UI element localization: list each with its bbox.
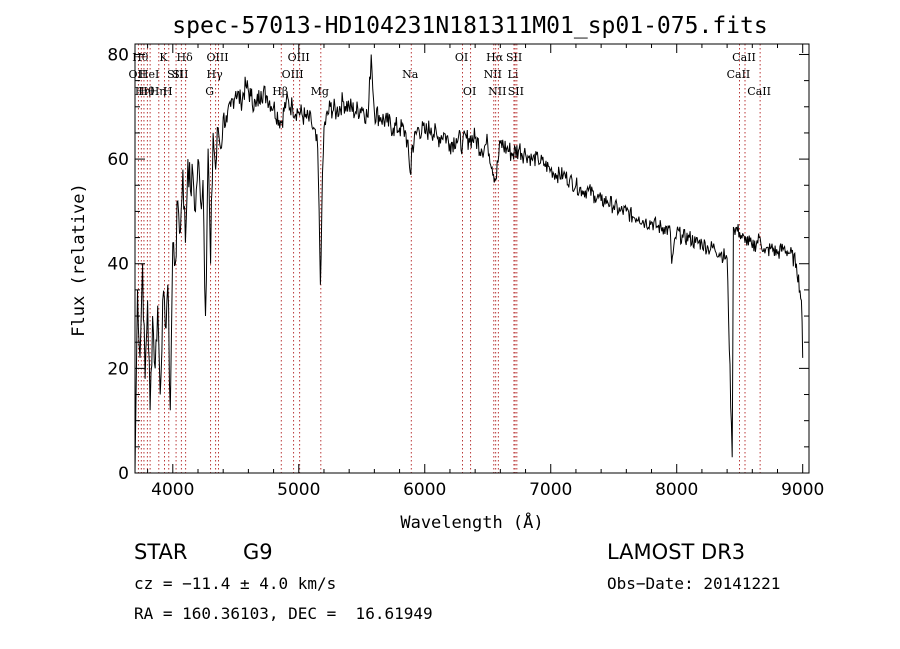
object-class: STAR [134,540,188,564]
spectral-line-label: Hθ [138,85,155,98]
spectral-line-label: OIII [288,51,310,64]
y-axis-label: Flux (relative) [69,183,89,337]
spectral-line-label: Hβ [272,85,288,98]
axis-ticks: 4000 5000 6000 7000 8000 9000 0 20 40 60 80 [107,44,824,500]
x-tick-label: 6000 [403,480,446,500]
spectral-line-label: SII [508,85,524,98]
y-tick-label: 20 [107,359,129,379]
y-tick-label: 0 [118,464,129,484]
x-tick-label: 8000 [655,480,698,500]
spectral-line-label: CaII [732,51,756,64]
y-tick-label: 40 [107,255,129,275]
spectral-line-label: CaII [747,85,771,98]
spectral-line-markers: OIIHθHηHθHeIHηKHSIISIIHδGHγOIIIHβOIIIOII… [129,44,771,473]
spectral-line-label: Hδ [177,51,194,64]
spectral-line-label: G [205,85,214,98]
x-tick-label: 5000 [277,480,320,500]
spectral-line-label: Mg [311,85,329,98]
spectral-line-label: NII [488,85,506,98]
spectral-line-label: OIII [206,51,228,64]
object-subclass: G9 [243,540,273,564]
y-tick-label: 80 [107,45,129,65]
spectral-line-label: SII [172,68,188,81]
spectral-line-label: SII [167,68,183,81]
spectral-line-label: NII [484,68,502,81]
chart-title: spec-57013-HD104231N181311M01_sp01-075.f… [172,13,767,39]
coordinates-ra-dec: RA = 160.36103, DEC = 16.61949 [134,604,433,623]
spectral-line-label: OI [463,85,476,98]
spectrum-series [134,54,804,474]
y-tick-label: 60 [107,150,129,170]
spectral-line-label: HeI [139,68,159,81]
x-tick-label: 7000 [529,480,572,500]
spectral-line-label: H [163,85,173,98]
survey-name: LAMOST DR3 [607,540,746,564]
spectral-line-label: OI [455,51,468,64]
spectral-line-label: Na [402,68,419,81]
spectral-line-label: Hγ [207,68,224,81]
spectral-line-label: Hη [150,85,166,98]
spectral-line-label: Li [508,68,519,81]
spectral-line-label: Hα [486,51,504,64]
x-tick-label: 4000 [151,480,194,500]
spectral-line-label: CaII [727,68,751,81]
spectral-line-label: OIII [282,68,304,81]
observation-date: Obs−Date: 20141221 [607,574,781,593]
spectral-line-label: SII [506,51,522,64]
spectral-line-label: K [159,51,168,64]
x-tick-label: 9000 [781,480,824,500]
redshift-cz: cz = −11.4 ± 4.0 km/s [134,574,337,593]
plot-frame [134,43,810,474]
spectral-line-label: OII [129,68,147,81]
x-axis-label: Wavelength (Å) [400,511,543,533]
